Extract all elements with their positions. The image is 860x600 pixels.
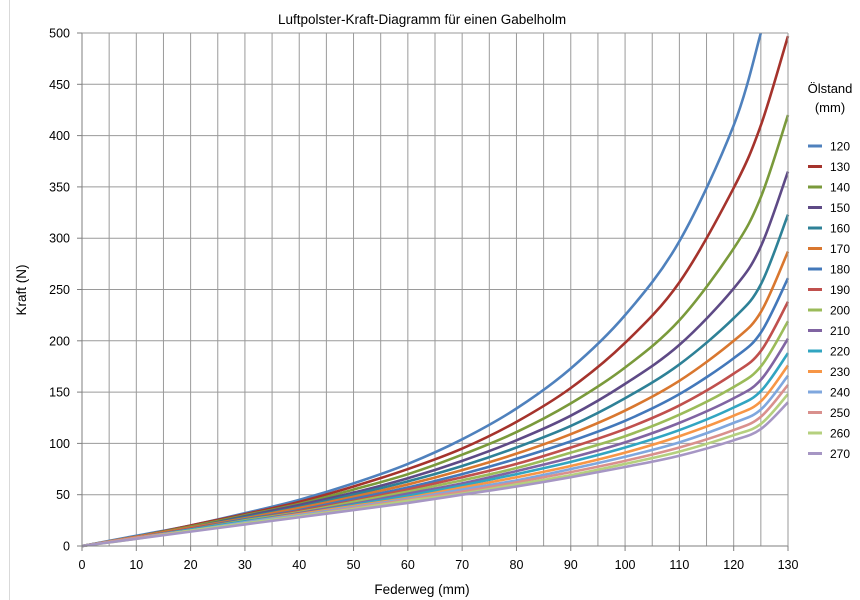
- legend-label-230: 230: [830, 365, 850, 379]
- y-tick-label: 100: [49, 437, 70, 451]
- legend: Ölstand (mm) 120 130 140 150 160 170 180 190 200…: [808, 81, 853, 461]
- y-axis-label: Kraft (N): [14, 264, 29, 315]
- legend-label-120: 120: [830, 140, 850, 154]
- legend-label-220: 220: [830, 345, 850, 359]
- y-tick-label: 350: [49, 180, 70, 194]
- legend-label-140: 140: [830, 181, 850, 195]
- x-tick-label: 40: [292, 558, 306, 572]
- legend-label-170: 170: [830, 242, 850, 256]
- legend-label-210: 210: [830, 324, 850, 338]
- x-tick-label: 50: [347, 558, 361, 572]
- legend-label-190: 190: [830, 283, 850, 297]
- x-tick-label: 120: [723, 558, 744, 572]
- legend-title-line1: Ölstand: [808, 81, 853, 96]
- x-tick-label: 110: [669, 558, 689, 572]
- x-tick-label: 90: [564, 558, 578, 572]
- series-lines: [81, 32, 790, 548]
- series-line-270: [81, 401, 789, 548]
- x-tick-label: 100: [615, 558, 636, 572]
- x-tick-label: 70: [455, 558, 469, 572]
- y-tick-label: 0: [63, 540, 70, 554]
- legend-label-240: 240: [830, 386, 850, 400]
- y-tick-label: 50: [56, 488, 70, 502]
- legend-label-180: 180: [830, 263, 850, 277]
- x-tick-label: 10: [129, 558, 143, 572]
- x-tick-label: 20: [184, 558, 198, 572]
- axes: [77, 32, 789, 551]
- legend-label-260: 260: [830, 427, 850, 441]
- y-tick-label: 200: [49, 334, 70, 348]
- legend-label-270: 270: [830, 447, 850, 461]
- x-tick-label: 80: [510, 558, 524, 572]
- x-tick-labels: 0 10 20 30 40 50 60 70 80 90 100 110 120 130: [79, 558, 799, 572]
- y-tick-label: 400: [49, 129, 70, 143]
- legend-label-160: 160: [830, 222, 850, 236]
- legend-title-line2: (mm): [815, 100, 845, 115]
- y-tick-label: 250: [49, 283, 70, 297]
- legend-items: 120 130 140 150 160 170 180 190 200 210 220 230 240 2…: [808, 140, 850, 461]
- y-tick-label: 150: [49, 386, 70, 400]
- x-tick-label: 130: [778, 558, 799, 572]
- legend-label-150: 150: [830, 201, 850, 215]
- y-tick-labels: 0 50 100 150 200 250 300 350 400 450 500: [49, 27, 70, 554]
- y-tick-label: 500: [49, 27, 70, 41]
- chart-title: Luftpolster-Kraft-Diagramm für einen Gab…: [278, 12, 566, 27]
- x-axis-label: Federweg (mm): [374, 582, 469, 597]
- y-tick-label: 450: [49, 78, 70, 92]
- legend-label-250: 250: [830, 406, 850, 420]
- x-tick-label: 0: [79, 558, 86, 572]
- y-tick-label: 300: [49, 232, 70, 246]
- x-tick-label: 30: [238, 558, 252, 572]
- legend-label-130: 130: [830, 160, 850, 174]
- x-tick-label: 60: [401, 558, 415, 572]
- legend-label-200: 200: [830, 304, 850, 318]
